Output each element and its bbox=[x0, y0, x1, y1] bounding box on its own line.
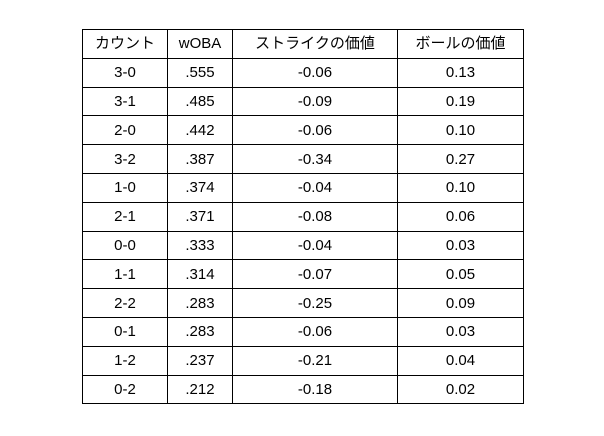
table-cell: 0-0 bbox=[82, 230, 168, 261]
table-cell: 1-1 bbox=[82, 259, 168, 290]
table-cell: -0.06 bbox=[232, 57, 398, 88]
table-cell: -0.08 bbox=[232, 201, 398, 232]
table-cell: 0.04 bbox=[397, 345, 524, 376]
table-row: 3-2.387 -0.34 0.27 bbox=[82, 144, 524, 174]
table-cell: 0.06 bbox=[397, 201, 524, 232]
table-row: 2-2.283 -0.25 0.09 bbox=[82, 288, 524, 318]
table-row: 0-2.212 -0.18 0.02 bbox=[82, 374, 524, 405]
table-cell: 2-2 bbox=[82, 288, 168, 318]
table-row: 0-0.333 -0.04 0.03 bbox=[82, 230, 524, 261]
table-cell: 0.10 bbox=[397, 115, 524, 146]
table-cell: 2-1 bbox=[82, 201, 168, 232]
table-cell: .485 bbox=[167, 86, 233, 117]
table-cell: 0.02 bbox=[397, 374, 524, 405]
table-cell: 0-1 bbox=[82, 316, 168, 347]
table-cell: -0.04 bbox=[232, 230, 398, 261]
table-cell: .442 bbox=[167, 115, 233, 146]
table-cell: .374 bbox=[167, 172, 233, 203]
table-cell: -0.07 bbox=[232, 259, 398, 290]
table-cell: 0-2 bbox=[82, 374, 168, 405]
table-cell: 0.03 bbox=[397, 316, 524, 347]
table-cell: .371 bbox=[167, 201, 233, 232]
table-cell: .333 bbox=[167, 230, 233, 261]
table-header-row: カウント wOBA ストライクの価値 ボールの価値 bbox=[82, 29, 524, 59]
table-cell: .283 bbox=[167, 316, 233, 347]
table-cell: .387 bbox=[167, 144, 233, 174]
table-row: 1-0.374 -0.04 0.10 bbox=[82, 172, 524, 203]
table-cell: .283 bbox=[167, 288, 233, 318]
table-cell: -0.25 bbox=[232, 288, 398, 318]
table-cell: 0.05 bbox=[397, 259, 524, 290]
table-cell: 0.03 bbox=[397, 230, 524, 261]
table-cell: 3-0 bbox=[82, 57, 168, 88]
table-cell: .237 bbox=[167, 345, 233, 376]
table-cell: 0.09 bbox=[397, 288, 524, 318]
table-cell: 3-2 bbox=[82, 144, 168, 174]
table-cell: 3-1 bbox=[82, 86, 168, 117]
table-cell: 0.10 bbox=[397, 172, 524, 203]
column-header: ボールの価値 bbox=[397, 29, 524, 59]
table-row: 1-2.237 -0.21 0.04 bbox=[82, 345, 524, 376]
table-cell: -0.09 bbox=[232, 86, 398, 117]
table-cell: -0.06 bbox=[232, 115, 398, 146]
table-cell: 2-0 bbox=[82, 115, 168, 146]
table-row: 2-0.442 -0.06 0.10 bbox=[82, 115, 524, 146]
table-row: 1-1.314 -0.07 0.05 bbox=[82, 259, 524, 290]
table-row: 2-1.371 -0.08 0.06 bbox=[82, 201, 524, 232]
column-header: カウント bbox=[82, 29, 168, 59]
table-row: 3-0.555 -0.06 0.13 bbox=[82, 57, 524, 88]
table-cell: 1-0 bbox=[82, 172, 168, 203]
table-cell: .212 bbox=[167, 374, 233, 405]
table-cell: -0.04 bbox=[232, 172, 398, 203]
table-cell: -0.21 bbox=[232, 345, 398, 376]
table-cell: 0.13 bbox=[397, 57, 524, 88]
table-cell: 1-2 bbox=[82, 345, 168, 376]
table-row: 0-1.283 -0.06 0.03 bbox=[82, 316, 524, 347]
table-cell: .314 bbox=[167, 259, 233, 290]
table-cell: -0.18 bbox=[232, 374, 398, 405]
column-header: wOBA bbox=[167, 29, 233, 59]
table-cell: 0.19 bbox=[397, 86, 524, 117]
table-cell: 0.27 bbox=[397, 144, 524, 174]
table-row: 3-1.485 -0.09 0.19 bbox=[82, 86, 524, 117]
table-cell: .555 bbox=[167, 57, 233, 88]
count-woba-value-table: カウント wOBA ストライクの価値 ボールの価値 3-0.555 -0.06 0.13 3… bbox=[82, 29, 524, 405]
table-cell: -0.06 bbox=[232, 316, 398, 347]
column-header: ストライクの価値 bbox=[232, 29, 398, 59]
table-cell: -0.34 bbox=[232, 144, 398, 174]
